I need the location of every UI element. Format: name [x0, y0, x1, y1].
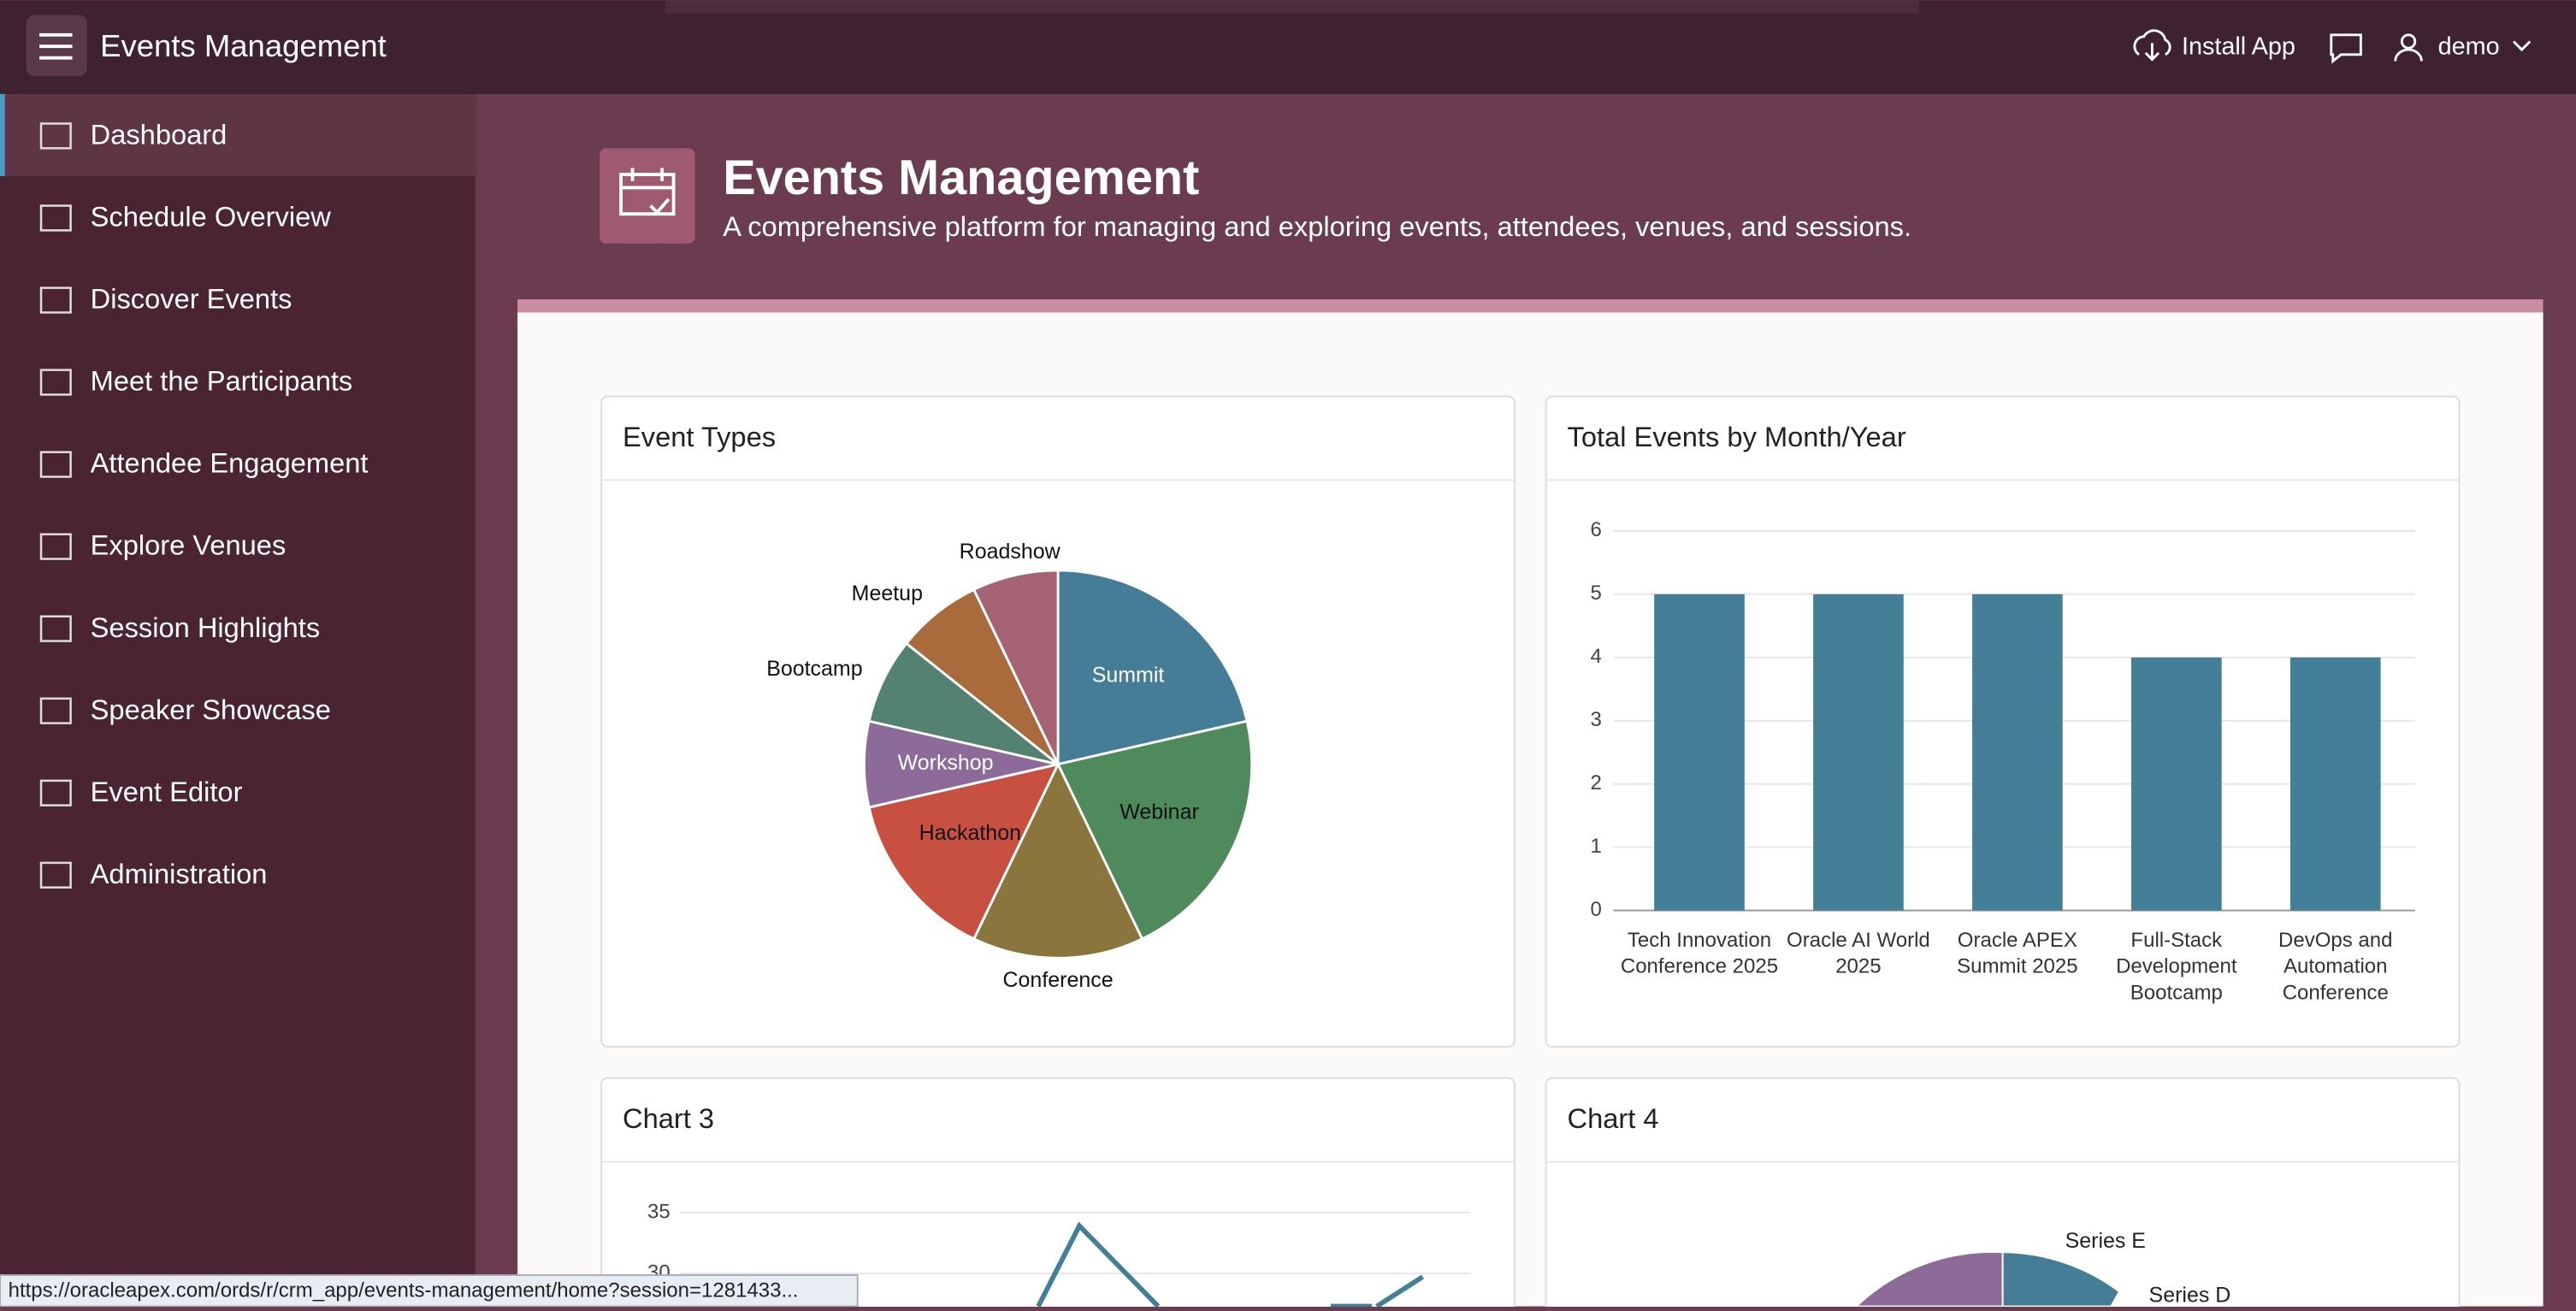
- banner-strip: [517, 299, 2544, 316]
- x-tick-label: Oracle AI World 2025: [1787, 928, 1930, 978]
- nav-icon: [39, 122, 72, 150]
- x-tick-label: Full-Stack Development Bootcamp: [2116, 928, 2237, 1005]
- pie-slice: [972, 569, 1060, 765]
- nav-item[interactable]: Dashboard: [91, 118, 227, 150]
- slice-label: Conference: [1003, 968, 1114, 992]
- y-tick-label: 0: [1591, 898, 1602, 921]
- calendar-icon: [619, 168, 676, 216]
- nav-item[interactable]: Discover Events: [91, 283, 292, 315]
- sidebar-border: [475, 93, 477, 1307]
- slice-label: Workshop: [898, 751, 994, 775]
- nav-item[interactable]: Attendee Engagement: [91, 447, 369, 479]
- nav-icon: [39, 779, 72, 806]
- pie-slice: [1056, 569, 1249, 766]
- card-title: Chart 3: [623, 1102, 714, 1134]
- sidebar-active: [0, 93, 477, 176]
- y-tick-label: 2: [1591, 771, 1602, 794]
- pie-slice: [863, 719, 1059, 809]
- nav-icon: [39, 697, 72, 724]
- slice-label: Hackathon: [919, 821, 1021, 845]
- card: [1545, 1077, 2461, 1311]
- slice-partial: [2001, 1251, 2121, 1308]
- nav-item[interactable]: Session Highlights: [91, 611, 321, 643]
- slice-label: Meetup: [852, 582, 923, 605]
- y-tick-label: 35: [647, 1200, 671, 1223]
- nav-icon: [39, 451, 72, 478]
- y-tick-label: 3: [1591, 708, 1602, 731]
- x-tick-label-box: Tech Innovation Conference 2025: [1620, 928, 1779, 978]
- page-icon: [600, 148, 695, 244]
- install-icon: [2133, 29, 2171, 62]
- nav-item[interactable]: Meet the Participants: [91, 365, 353, 397]
- pie-slice: [972, 761, 1144, 960]
- bar: [1813, 593, 1904, 911]
- nav-item[interactable]: Speaker Showcase: [91, 694, 331, 725]
- user-menu[interactable]: demo: [2438, 33, 2500, 61]
- slice-label: Webinar: [1120, 800, 1199, 824]
- nav-icon: [39, 861, 72, 889]
- card-title: Event Types: [623, 421, 776, 452]
- nav-item[interactable]: Event Editor: [91, 776, 243, 807]
- slice-label: Series E: [2065, 1229, 2146, 1253]
- x-tick-label-box: Oracle APEX Summit 2025: [1957, 928, 2078, 978]
- slice-label: Series D: [2149, 1284, 2231, 1307]
- y-tick-label: 1: [1591, 835, 1602, 858]
- user-icon: [2394, 48, 2423, 62]
- slice-label: Roadshow: [960, 540, 1061, 564]
- sidebar: [0, 93, 477, 1307]
- check-icon: [649, 198, 671, 216]
- bar: [1972, 593, 2063, 911]
- slice-label: Bootcamp: [766, 657, 862, 681]
- nav-icon: [39, 533, 72, 560]
- user-icon: [2400, 33, 2417, 50]
- slice-partial: [1854, 1250, 2004, 1308]
- nav-icon: [39, 615, 72, 642]
- x-tick-label-box: Oracle AI World 2025: [1787, 928, 1930, 978]
- card-title: Total Events by Month/Year: [1568, 421, 1906, 452]
- card-title: Chart 4: [1568, 1102, 1659, 1134]
- x-tick-label: Tech Innovation Conference 2025: [1620, 928, 1779, 978]
- bar: [2289, 657, 2381, 911]
- pie-slice: [867, 762, 1061, 941]
- nav-icon: [39, 286, 72, 314]
- install-app[interactable]: Install App: [2182, 33, 2295, 61]
- x-tick-label-box: DevOps and Automation Conference: [2278, 928, 2393, 1005]
- top-strip: [665, 0, 1919, 14]
- nav-item[interactable]: Explore Venues: [91, 529, 287, 561]
- menu-icon: [39, 32, 73, 60]
- x-tick-label: DevOps and Automation Conference: [2278, 928, 2393, 1005]
- nav-item[interactable]: Schedule Overview: [91, 201, 332, 233]
- y-tick-label: 5: [1591, 582, 1602, 605]
- status-url: https://oracleapex.com/ords/r/crm_app/ev…: [9, 1279, 799, 1302]
- x-tick-label: Oracle APEX Summit 2025: [1957, 928, 2078, 978]
- bar: [2131, 657, 2222, 911]
- page-title: Events Management: [723, 151, 1199, 205]
- page-description: A comprehensive platform for managing an…: [723, 210, 1911, 242]
- feedback-icon[interactable]: [2330, 33, 2362, 64]
- pie-slice: [867, 641, 1059, 766]
- y-tick-label: 4: [1591, 645, 1602, 668]
- nav-icon: [39, 369, 72, 396]
- x-tick-label-box: Full-Stack Development Bootcamp: [2116, 928, 2237, 1005]
- active-accent: [0, 93, 5, 176]
- pie-slice: [904, 588, 1060, 765]
- bar: [1654, 593, 1745, 911]
- card: [600, 1077, 1516, 1311]
- y-tick-label: 6: [1591, 518, 1602, 541]
- top-bar: [0, 0, 2576, 94]
- slice-label: Summit: [1092, 663, 1165, 687]
- app-title: Events Management: [100, 28, 387, 63]
- chevron: [2512, 40, 2532, 52]
- nav-icon: [39, 204, 72, 232]
- nav-item[interactable]: Administration: [91, 858, 268, 889]
- pie-slice: [1055, 719, 1254, 941]
